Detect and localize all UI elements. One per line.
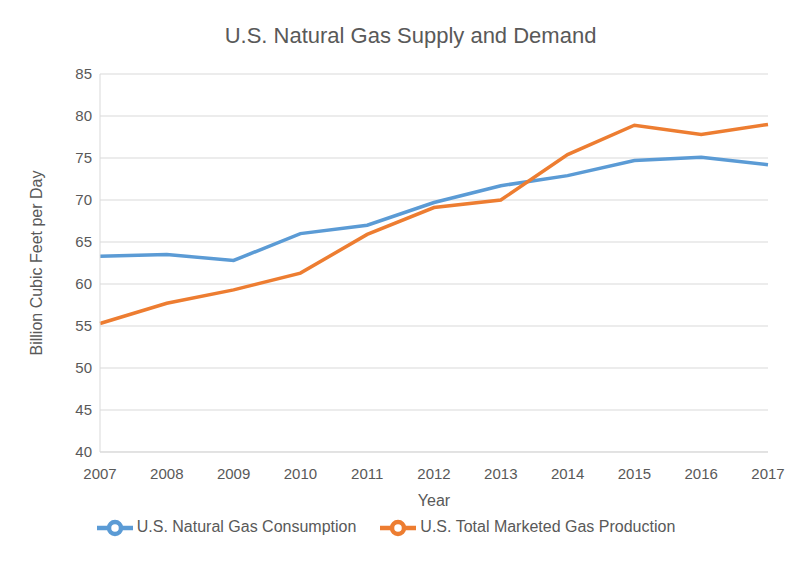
svg-text:2011: 2011 (351, 465, 383, 482)
svg-text:Billion Cubic Feet per Day: Billion Cubic Feet per Day (28, 171, 45, 356)
svg-text:55: 55 (75, 317, 92, 334)
html-text:U.S. Total Marketed Gas Produc: U.S. Total Marketed Gas Production (420, 518, 676, 536)
svg-text:85: 85 (75, 65, 92, 82)
svg-text:70: 70 (75, 191, 92, 208)
svg-text:2012: 2012 (417, 465, 450, 482)
svg-text:2015: 2015 (618, 465, 651, 482)
svg-text:40: 40 (75, 443, 92, 460)
svg-text:2008: 2008 (150, 465, 183, 482)
html-text:U.S. Natural Gas Consumption: U.S. Natural Gas Consumption (136, 518, 357, 536)
svg-text:50: 50 (75, 359, 92, 376)
svg-text:2016: 2016 (685, 465, 718, 482)
svg-text:2010: 2010 (284, 465, 317, 482)
svg-text:2014: 2014 (551, 465, 584, 482)
html-text:U.S. Natural Gas Supply and De: U.S. Natural Gas Supply and Demand (224, 23, 597, 48)
svg-text:45: 45 (75, 401, 92, 418)
svg-text:2007: 2007 (83, 465, 116, 482)
svg-text:75: 75 (75, 149, 92, 166)
svg-text:2017: 2017 (751, 465, 784, 482)
svg-text:2013: 2013 (484, 465, 517, 482)
svg-text:60: 60 (75, 275, 92, 292)
svg-text:Year: Year (418, 492, 451, 509)
svg-text:65: 65 (75, 233, 92, 250)
svg-text:2009: 2009 (217, 465, 250, 482)
svg-text:80: 80 (75, 107, 92, 124)
